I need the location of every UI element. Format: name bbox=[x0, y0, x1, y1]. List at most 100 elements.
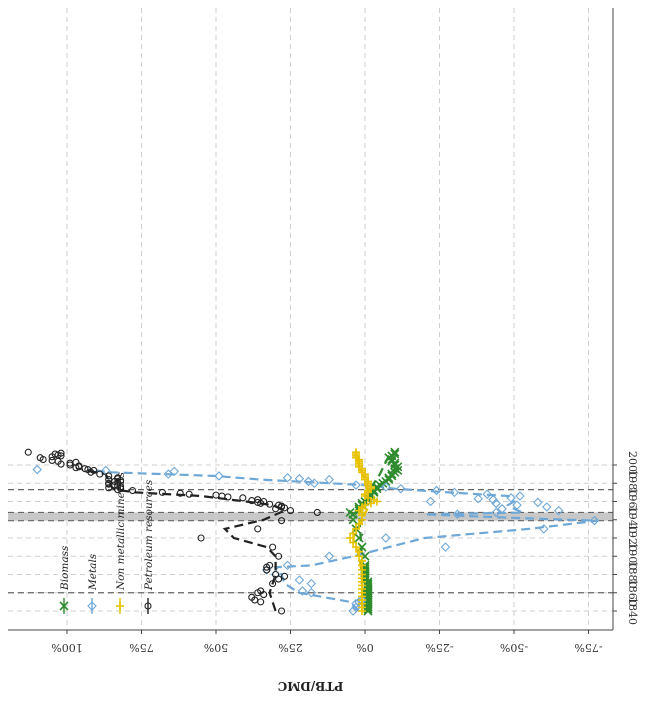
data-point bbox=[254, 496, 262, 504]
data-point bbox=[491, 507, 501, 518]
value-tick-label: -25% bbox=[425, 641, 453, 654]
data-point bbox=[506, 493, 516, 503]
series-petroleum-resources bbox=[24, 448, 321, 615]
data-point bbox=[129, 486, 137, 495]
data-point bbox=[214, 471, 224, 481]
data-point bbox=[239, 494, 247, 502]
data-point bbox=[542, 502, 552, 512]
data-point bbox=[185, 490, 193, 498]
data-point bbox=[488, 494, 498, 505]
data-point bbox=[324, 551, 335, 562]
data-point bbox=[254, 525, 262, 533]
data-point bbox=[84, 466, 92, 474]
year-tick-label: 2000 bbox=[626, 451, 639, 479]
data-point bbox=[269, 580, 277, 588]
data-point bbox=[431, 485, 442, 496]
data-point bbox=[257, 587, 265, 595]
data-point bbox=[282, 560, 293, 571]
shaded-period-band bbox=[8, 512, 613, 521]
data-point bbox=[269, 543, 277, 551]
data-point bbox=[158, 488, 166, 496]
data-point bbox=[280, 572, 289, 580]
data-point bbox=[348, 606, 358, 616]
data-point bbox=[345, 507, 355, 518]
data-point bbox=[36, 454, 44, 462]
year-tick-label: 1940 bbox=[626, 506, 639, 534]
value-tick-label: 50% bbox=[204, 641, 228, 654]
data-point bbox=[212, 491, 220, 499]
legend-label: Metals bbox=[87, 553, 99, 591]
year-tick-label: 1840 bbox=[626, 597, 639, 625]
trend-line-petroleum-resources bbox=[81, 468, 288, 612]
data-point bbox=[294, 575, 305, 585]
data-point bbox=[539, 524, 549, 534]
data-point bbox=[57, 449, 65, 457]
value-tick-label: 75% bbox=[129, 641, 153, 654]
value-tick-label: 25% bbox=[278, 641, 302, 654]
data-point bbox=[369, 495, 378, 504]
data-point bbox=[303, 476, 314, 487]
year-tick-label: 1960 bbox=[626, 488, 639, 516]
data-point bbox=[169, 466, 180, 477]
data-point bbox=[306, 578, 317, 589]
year-tick-label: 1860 bbox=[626, 579, 639, 607]
data-point bbox=[497, 504, 507, 514]
data-point bbox=[361, 501, 369, 510]
series-non-metallic-minerals bbox=[346, 448, 381, 615]
data-point bbox=[355, 547, 364, 556]
data-point bbox=[390, 447, 400, 457]
data-point bbox=[278, 607, 286, 615]
data-point bbox=[482, 489, 492, 499]
legend: Biomass Metals Non metallic minerals Petrol… bbox=[59, 472, 155, 614]
data-point bbox=[352, 524, 361, 533]
data-point bbox=[313, 508, 321, 517]
data-point bbox=[197, 534, 205, 542]
data-point bbox=[282, 472, 293, 483]
data-point bbox=[294, 473, 305, 484]
data-point bbox=[275, 501, 283, 509]
data-point bbox=[355, 520, 364, 529]
data-point bbox=[395, 483, 406, 494]
data-point bbox=[114, 474, 122, 482]
data-point bbox=[306, 587, 317, 598]
value-tick-label: -75% bbox=[574, 641, 602, 654]
data-point bbox=[553, 505, 564, 516]
data-point bbox=[381, 533, 391, 543]
data-point bbox=[24, 448, 32, 456]
data-point bbox=[72, 458, 80, 466]
data-point bbox=[278, 502, 286, 510]
data-point bbox=[278, 517, 286, 525]
data-point bbox=[352, 448, 361, 457]
data-point bbox=[349, 529, 358, 538]
legend-label: Petroleum resources bbox=[143, 479, 155, 591]
data-point bbox=[473, 493, 484, 504]
data-point bbox=[491, 498, 501, 509]
year-tick-label: 1900 bbox=[626, 542, 639, 570]
data-point bbox=[105, 472, 113, 480]
trend-line-biomass bbox=[357, 455, 390, 612]
data-point bbox=[176, 489, 184, 497]
data-point bbox=[275, 552, 283, 560]
value-tick-label: 0% bbox=[356, 641, 373, 654]
data-point bbox=[346, 534, 355, 542]
data-point bbox=[297, 586, 308, 596]
data-point bbox=[515, 491, 525, 501]
data-point bbox=[390, 449, 400, 459]
data-point bbox=[32, 464, 42, 475]
data-point bbox=[440, 542, 451, 552]
series-metals bbox=[32, 464, 600, 616]
data-point bbox=[354, 533, 364, 543]
plot-background bbox=[8, 8, 613, 630]
year-tick-label: 1920 bbox=[626, 524, 639, 552]
data-point bbox=[105, 476, 113, 484]
data-point bbox=[381, 482, 391, 492]
data-point bbox=[286, 507, 295, 515]
data-point bbox=[589, 515, 600, 526]
data-point bbox=[248, 593, 256, 601]
data-point bbox=[96, 470, 104, 478]
data-point bbox=[363, 580, 373, 591]
data-point bbox=[266, 561, 274, 569]
data-point bbox=[425, 496, 436, 507]
